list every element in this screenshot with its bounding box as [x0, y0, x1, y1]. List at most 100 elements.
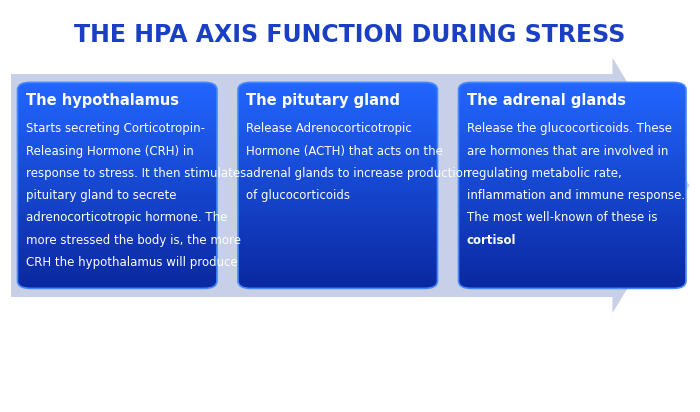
Bar	[458, 136, 686, 139]
Bar	[18, 283, 217, 286]
Bar	[238, 221, 438, 224]
Bar	[18, 275, 217, 278]
Bar	[458, 221, 686, 224]
Text: adrenocorticotropic hormone. The: adrenocorticotropic hormone. The	[26, 211, 228, 225]
Bar	[18, 239, 217, 242]
Bar	[18, 206, 217, 208]
Bar	[238, 226, 438, 229]
Bar	[238, 175, 438, 178]
Bar	[18, 252, 217, 255]
Bar	[238, 234, 438, 237]
Bar	[238, 162, 438, 165]
Bar	[238, 213, 438, 216]
Bar	[458, 126, 686, 129]
Bar	[238, 172, 438, 175]
Bar	[238, 270, 438, 273]
Bar	[18, 244, 217, 247]
Bar	[18, 157, 217, 159]
Bar	[238, 208, 438, 211]
Bar	[18, 149, 217, 152]
Bar	[458, 149, 686, 152]
Bar	[18, 82, 217, 85]
Bar	[18, 226, 217, 229]
Bar	[458, 110, 686, 113]
Bar	[18, 118, 217, 121]
Bar	[238, 224, 438, 227]
Bar	[458, 183, 686, 185]
Bar	[18, 270, 217, 273]
Bar	[238, 262, 438, 265]
Bar	[18, 87, 217, 90]
Bar	[238, 183, 438, 185]
Bar	[18, 183, 217, 185]
Bar	[238, 141, 438, 144]
Bar	[458, 157, 686, 159]
Text: regulating metabolic rate,: regulating metabolic rate,	[467, 167, 622, 180]
Bar	[458, 244, 686, 247]
Bar	[458, 270, 686, 273]
Text: are hormones that are involved in: are hormones that are involved in	[467, 145, 668, 158]
Bar	[18, 113, 217, 116]
Bar	[458, 241, 686, 245]
Bar	[18, 232, 217, 234]
Bar	[18, 265, 217, 268]
Bar	[18, 136, 217, 139]
Bar	[238, 157, 438, 159]
Bar	[238, 280, 438, 283]
Bar	[458, 154, 686, 157]
Bar	[18, 241, 217, 245]
Bar	[18, 257, 217, 260]
Bar	[238, 167, 438, 170]
Text: The adrenal glands: The adrenal glands	[467, 93, 626, 108]
Bar	[18, 92, 217, 95]
Bar	[238, 216, 438, 219]
Bar	[238, 108, 438, 111]
Bar	[238, 121, 438, 124]
Bar	[18, 105, 217, 108]
Bar	[458, 100, 686, 103]
Bar	[458, 229, 686, 232]
Bar	[18, 211, 217, 214]
Bar	[238, 126, 438, 129]
Bar	[238, 164, 438, 167]
Bar	[18, 121, 217, 124]
Bar	[238, 200, 438, 204]
Bar	[238, 113, 438, 116]
Bar	[18, 262, 217, 265]
Bar	[238, 260, 438, 263]
Bar	[238, 146, 438, 149]
Bar	[18, 175, 217, 178]
Bar	[458, 260, 686, 263]
Bar	[458, 273, 686, 276]
Bar	[238, 87, 438, 90]
Bar	[238, 95, 438, 98]
Bar	[238, 90, 438, 93]
Bar	[458, 203, 686, 206]
Bar	[238, 247, 438, 250]
Bar	[18, 255, 217, 258]
Text: Starts secreting Corticotropin-: Starts secreting Corticotropin-	[26, 122, 205, 136]
Bar	[238, 103, 438, 105]
Bar	[18, 84, 217, 87]
Bar	[238, 236, 438, 239]
Bar	[458, 198, 686, 201]
Bar	[18, 273, 217, 276]
Bar	[458, 208, 686, 211]
Bar	[18, 103, 217, 105]
Bar	[18, 139, 217, 142]
Bar	[18, 123, 217, 126]
Bar	[458, 187, 686, 190]
Bar	[458, 121, 686, 124]
Bar	[18, 172, 217, 175]
Bar	[238, 154, 438, 157]
Bar	[458, 224, 686, 227]
Bar	[18, 180, 217, 183]
Bar	[238, 129, 438, 131]
Bar	[238, 239, 438, 242]
Bar	[238, 144, 438, 147]
Bar	[18, 247, 217, 250]
Bar	[458, 193, 686, 196]
Bar	[18, 159, 217, 162]
Bar	[18, 162, 217, 165]
Bar	[238, 206, 438, 208]
